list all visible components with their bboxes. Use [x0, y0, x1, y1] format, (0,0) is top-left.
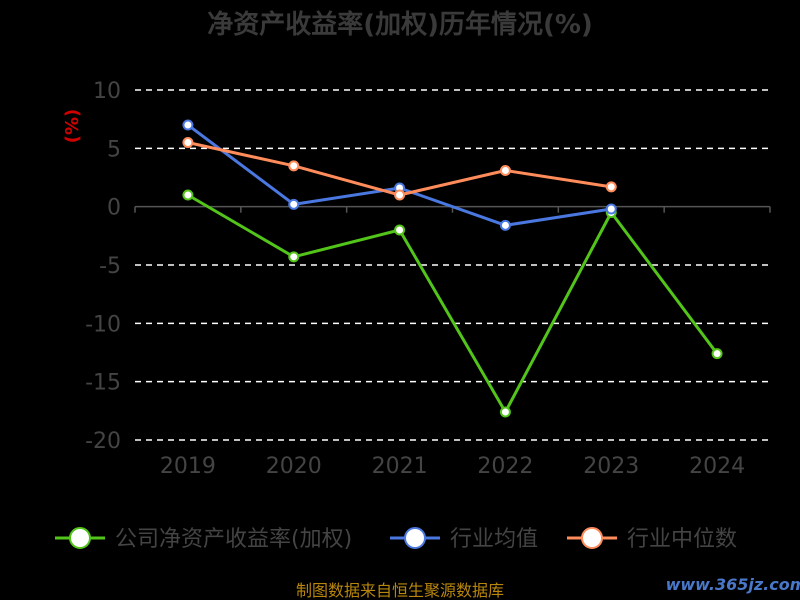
data-point[interactable] — [499, 219, 511, 231]
grid-lines — [135, 89, 770, 441]
y-tick-label: 5 — [107, 137, 121, 162]
data-point[interactable] — [288, 198, 300, 210]
data-source-note: 制图数据来自恒生聚源数据库 — [296, 581, 504, 600]
x-tick-label: 2024 — [689, 454, 745, 479]
legend-item-1[interactable]: 行业均值 — [390, 527, 538, 552]
y-tick-label: -5 — [99, 254, 121, 279]
data-point[interactable] — [394, 224, 406, 236]
data-point[interactable] — [182, 119, 194, 131]
data-point[interactable] — [394, 189, 406, 201]
data-point[interactable] — [182, 137, 194, 148]
legend-label: 行业均值 — [450, 527, 538, 552]
y-tick-label: 10 — [93, 79, 121, 104]
watermark: www.365jz.com — [666, 575, 800, 594]
y-tick-label: -15 — [85, 371, 121, 396]
x-tick-label: 2023 — [583, 454, 639, 479]
data-point[interactable] — [288, 251, 300, 263]
x-tick-label: 2022 — [477, 454, 533, 479]
series-0 — [182, 189, 723, 418]
y-tick-label: 0 — [107, 196, 121, 221]
series-1 — [182, 119, 617, 231]
data-point[interactable] — [499, 165, 511, 176]
y-tick-label: -10 — [85, 312, 121, 337]
data-point[interactable] — [288, 160, 300, 172]
legend-label: 公司净资产收益率(加权) — [115, 527, 352, 552]
series-2 — [182, 137, 617, 201]
series-line-0 — [187, 193, 719, 414]
legend-marker — [404, 527, 426, 549]
x-tick-label: 2020 — [266, 454, 322, 479]
data-point[interactable] — [182, 189, 194, 201]
data-point[interactable] — [605, 181, 617, 193]
y-tick-label: -20 — [85, 429, 121, 454]
series-line-1 — [187, 123, 612, 227]
legend-marker — [69, 527, 91, 549]
data-point[interactable] — [499, 406, 511, 418]
axes: 10 5 0 -5 -10 -15 -20 2019 2020 2021 2022 2023 2024 — [85, 79, 771, 479]
series-lines — [182, 119, 723, 418]
legend-marker — [581, 527, 603, 549]
data-point[interactable] — [605, 203, 617, 215]
legend-item-2[interactable]: 行业中位数 — [567, 527, 737, 552]
data-point[interactable] — [711, 348, 723, 360]
legend: 公司净资产收益率(加权) 行业均值 行业中位数 — [55, 527, 737, 552]
y-axis-unit: (%) — [62, 109, 83, 144]
x-tick-label: 2019 — [160, 454, 216, 479]
chart-title: 净资产收益率(加权)历年情况(%) — [207, 9, 593, 40]
legend-label: 行业中位数 — [627, 527, 737, 552]
legend-item-0[interactable]: 公司净资产收益率(加权) — [55, 527, 352, 552]
x-tick-label: 2021 — [372, 454, 428, 479]
